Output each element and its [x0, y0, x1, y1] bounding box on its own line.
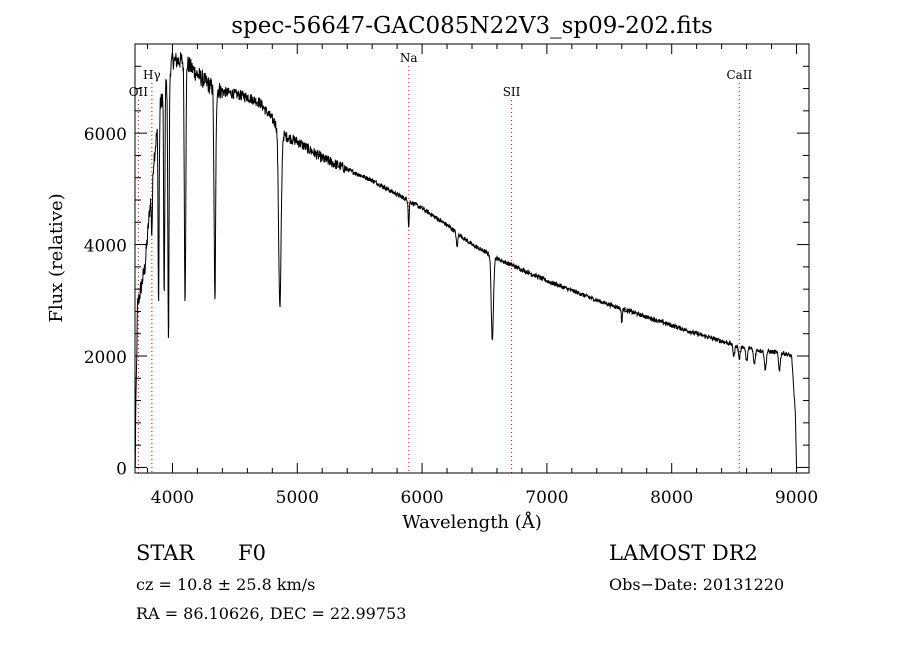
plot-frame [134, 43, 810, 474]
x-axis-ticks: 4000 5000 6000 7000 8000 9000 [146, 44, 818, 508]
sky-coordinates: RA = 86.10626, DEC = 22.99753 [136, 604, 407, 623]
x-tick-label: 8000 [650, 488, 693, 508]
survey-name: LAMOST DR2 [609, 541, 758, 565]
object-subclass: F0 [238, 541, 266, 565]
chart-title: spec-56647-GAC085N22V3_sp09-202.fits [231, 13, 713, 39]
y-axis-label: Flux (relative) [46, 193, 67, 322]
x-tick-label: 6000 [400, 488, 443, 508]
y-tick-label: 6000 [84, 125, 127, 145]
line-marker-label: Na [400, 51, 418, 65]
line-markers: OII Hγ Na SII CaII [129, 51, 753, 473]
y-tick-label: 4000 [84, 237, 127, 257]
x-tick-label: 5000 [276, 488, 319, 508]
y-axis-ticks: 0 2000 4000 6000 [84, 65, 809, 479]
y-tick-label: 0 [116, 459, 127, 479]
y-tick-label: 2000 [84, 348, 127, 368]
spectrum-line [135, 52, 797, 468]
x-tick-label: 4000 [151, 488, 194, 508]
line-marker-label: OII [129, 85, 149, 99]
line-marker-label: SII [503, 85, 521, 99]
x-axis-label: Wavelength (Å) [402, 511, 542, 533]
x-tick-label: 7000 [525, 488, 568, 508]
line-marker-label: CaII [726, 68, 752, 82]
redshift-velocity: cz = 10.8 ± 25.8 km/s [136, 575, 316, 594]
observation-date: Obs−Date: 20131220 [609, 575, 785, 594]
x-tick-label: 9000 [775, 488, 818, 508]
object-class: STAR [136, 541, 195, 565]
spectrum-layer [135, 52, 797, 468]
line-marker-label: Hγ [143, 68, 161, 82]
